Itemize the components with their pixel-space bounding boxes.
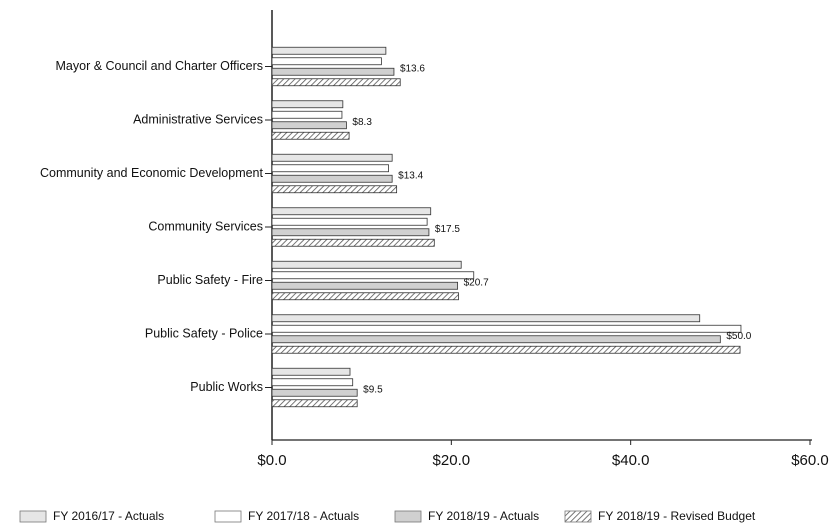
bar: [271, 281, 459, 290]
bar: [271, 260, 462, 269]
x-tick-label: $60.0: [791, 452, 829, 469]
legend-label: FY 2018/19 - Revised Budget: [598, 509, 756, 523]
bar: [271, 110, 343, 119]
bar: [271, 367, 351, 376]
x-tick-label: $0.0: [257, 452, 286, 469]
x-tick-label: $20.0: [433, 452, 471, 469]
value-label: $50.0: [726, 331, 751, 342]
bar: [271, 228, 430, 237]
category-label: Administrative Services: [133, 112, 263, 126]
legend-swatch: [214, 510, 242, 523]
value-label: $9.5: [363, 384, 383, 395]
category-label: Public Safety - Fire: [157, 273, 263, 287]
bar: [271, 153, 393, 162]
bar: [271, 207, 432, 216]
bar: [271, 292, 459, 301]
bar: [271, 121, 347, 130]
legend-swatch: [564, 510, 592, 523]
bar: [271, 174, 393, 183]
bar: [271, 324, 742, 333]
bar: [271, 388, 358, 397]
legend-label: FY 2016/17 - Actuals: [53, 509, 164, 523]
legend-swatch: [19, 510, 47, 523]
category-label: Mayor & Council and Charter Officers: [56, 59, 264, 73]
bar: [271, 271, 475, 280]
bar: [271, 314, 701, 323]
value-label: $17.5: [435, 224, 460, 235]
bar: [271, 164, 389, 173]
legend-swatch: [394, 510, 422, 523]
value-label: $20.7: [464, 277, 489, 288]
bar: [271, 217, 428, 226]
category-label: Public Safety - Police: [145, 326, 263, 340]
bar: [271, 100, 344, 109]
bar: [271, 185, 398, 194]
bar: [271, 378, 354, 387]
x-tick-label: $40.0: [612, 452, 650, 469]
bar: [271, 335, 721, 344]
legend-label: FY 2018/19 - Actuals: [428, 509, 539, 523]
bar: [271, 238, 435, 247]
value-label: $8.3: [352, 117, 372, 128]
bar: [271, 78, 401, 87]
bar: [271, 345, 741, 354]
bar: [271, 131, 350, 140]
bar: [271, 67, 395, 76]
value-label: $13.4: [398, 170, 423, 181]
bar: [271, 46, 387, 55]
category-label: Community and Economic Development: [40, 166, 264, 180]
category-label: Public Works: [190, 380, 263, 394]
category-label: Community Services: [148, 219, 263, 233]
value-label: $13.6: [400, 63, 425, 74]
bar: [271, 57, 382, 66]
legend-label: FY 2017/18 - Actuals: [248, 509, 359, 523]
bar: [271, 399, 358, 408]
